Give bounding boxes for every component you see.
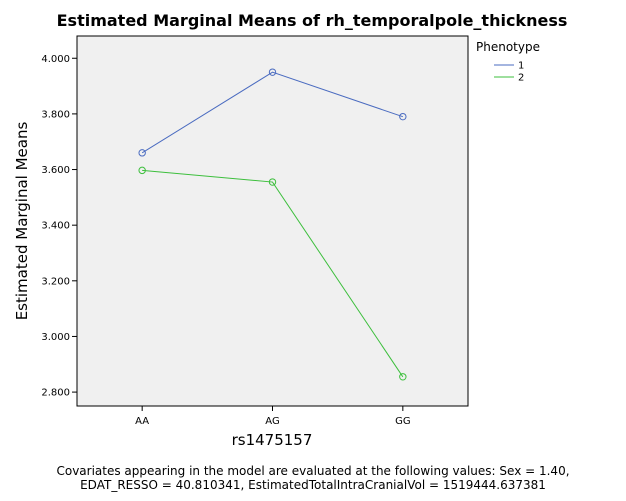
- legend-label-1: 1: [518, 61, 524, 72]
- y-tick-label: 3.800: [41, 109, 70, 120]
- y-tick-label: 3.200: [41, 276, 70, 287]
- series-line-1: [141, 71, 403, 154]
- series-2-point: [138, 166, 146, 175]
- x-tick-label: AG: [265, 416, 279, 427]
- y-tick-label: 3.400: [41, 221, 70, 232]
- footnote-line-2: EDAT_RESSO = 40.810341, EstimatedTotalIn…: [80, 478, 546, 492]
- series-1-point: [268, 68, 277, 76]
- x-tick-label: GG: [395, 416, 411, 427]
- y-tick-label: 3.000: [41, 332, 70, 343]
- x-tick-label: AA: [135, 416, 149, 427]
- y-axis-label: Estimated Marginal Means: [13, 122, 31, 321]
- y-tick-label: 4.000: [41, 54, 70, 65]
- legend-title: Phenotype: [476, 40, 540, 54]
- x-axis-label: rs1475157: [232, 431, 313, 449]
- plot-area: [76, 35, 469, 407]
- series-1-point: [138, 149, 146, 157]
- series-2-point: [399, 373, 407, 381]
- series-1-point: [399, 112, 407, 121]
- y-tick-label: 3.600: [41, 165, 70, 176]
- series-layer: [138, 68, 407, 381]
- footnote-line-1: Covariates appearing in the model are ev…: [56, 464, 569, 478]
- chart-title: Estimated Marginal Means of rh_temporalp…: [57, 11, 568, 30]
- series-2-point: [268, 178, 277, 186]
- y-axis: 2.800 3.000 3.200 3.400 3.600 3.800 4.000: [41, 54, 77, 399]
- legend-label-2: 2: [518, 73, 524, 84]
- series-line-2: [142, 169, 404, 378]
- x-axis: AA AG GG: [135, 406, 411, 427]
- y-tick-label: 2.800: [41, 388, 70, 399]
- legend: Phenotype 12: [476, 40, 540, 84]
